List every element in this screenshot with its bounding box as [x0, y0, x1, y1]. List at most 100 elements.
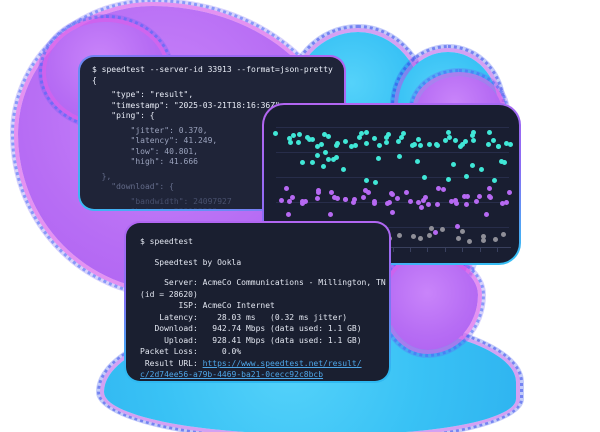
- scatter-dot: [470, 137, 476, 143]
- terminal-line: Server: AcmeCo Communications - Millingt…: [140, 278, 386, 287]
- scatter-dot: [326, 156, 332, 162]
- scatter-dot: [323, 150, 329, 156]
- terminal-window-speedtest-result: $ speedtest Speedtest by Ookla Server: A…: [124, 221, 391, 383]
- scatter-dot: [421, 175, 427, 181]
- chart-gridline: [276, 202, 509, 203]
- scatter-dot: [340, 167, 346, 173]
- scatter-dot: [299, 159, 305, 165]
- scatter-dot: [418, 235, 423, 241]
- terminal-result-lines: $ speedtest Speedtest by Ookla Server: A…: [140, 236, 386, 381]
- terminal-line: c/2d74ee56-a79b-4469-ba21-0cecc92c8bcb: [140, 369, 375, 381]
- scatter-dot: [389, 210, 395, 216]
- scatter-dot: [416, 137, 422, 143]
- terminal-line: "timestamp": "2025-03-21T18:16:36Z",: [92, 100, 285, 110]
- scatter-dot: [290, 133, 296, 139]
- scatter-dot: [383, 139, 389, 145]
- scatter-dot: [486, 130, 492, 136]
- scatter-dot: [334, 195, 340, 201]
- chart-axis: [282, 247, 511, 248]
- scatter-dot: [470, 133, 476, 139]
- scatter-dot: [399, 134, 405, 140]
- scatter-dot: [379, 225, 385, 231]
- scatter-dot: [333, 142, 339, 148]
- scatter-dot: [299, 198, 305, 204]
- scatter-dot: [467, 238, 473, 244]
- scatter-dot: [375, 155, 381, 161]
- terminal-line: "type": "result",: [92, 90, 194, 99]
- scatter-dot: [352, 142, 358, 148]
- scatter-dot: [342, 196, 348, 202]
- terminal-line: "download": {: [92, 182, 174, 191]
- scatter-dot: [498, 159, 504, 165]
- scatter-dot: [412, 141, 418, 147]
- scatter-dot: [286, 227, 292, 233]
- terminal-line: [140, 268, 375, 277]
- scatter-dot: [297, 132, 303, 138]
- terminal-line: "jitter": 0.370,: [92, 125, 208, 135]
- scatter-dot: [506, 190, 512, 196]
- scatter-dot: [461, 193, 467, 199]
- scatter-dot: [434, 201, 440, 207]
- terminal-json-lines: $ speedtest --server-id 33913 --format=j…: [92, 65, 333, 209]
- scatter-dot: [372, 200, 378, 206]
- scatter-dot: [469, 163, 475, 169]
- terminal-line: Packet Loss: 0.0%: [140, 347, 242, 356]
- terminal-line: Upload: 928.41 Mbps (data used: 1.1 GB): [140, 335, 362, 345]
- scatter-dot: [351, 230, 357, 236]
- scatter-dot: [320, 163, 326, 169]
- scatter-dot: [284, 186, 290, 192]
- terminal-line: Result URL: https://www.speedtest.net/re…: [140, 358, 375, 370]
- terminal-line: [140, 248, 375, 257]
- scatter-dot: [483, 212, 489, 218]
- scatter-dot: [386, 131, 392, 137]
- terminal-line: },: [92, 171, 112, 181]
- scatter-dot: [455, 236, 461, 242]
- command-line: $ speedtest --server-id 33913 --format=j…: [92, 65, 333, 74]
- terminal-line: "bytes": 239152592: [92, 207, 332, 209]
- command-line: $ speedtest: [140, 237, 193, 246]
- scatter-dot: [332, 195, 338, 200]
- scatter-dot: [314, 143, 320, 149]
- scatter-dot: [415, 158, 421, 164]
- chart-gridline: [276, 127, 509, 128]
- scatter-dot: [363, 130, 369, 136]
- chart-axis-tick: [392, 248, 394, 252]
- result-url-link[interactable]: c/2d74ee56-a79b-4469-ba21-0cecc92c8bcb: [140, 370, 324, 379]
- scatter-dot: [387, 236, 393, 242]
- terminal-line: "bandwidth": 24097927: [92, 196, 232, 206]
- scatter-dot: [333, 155, 339, 161]
- scatter-dot: [377, 143, 383, 149]
- scatter-dot: [504, 141, 510, 147]
- scatter-dot: [452, 197, 458, 203]
- scatter-dot: [407, 198, 413, 204]
- scatter-dot: [445, 130, 451, 136]
- scatter-dot: [384, 134, 390, 140]
- scatter-dot: [363, 231, 369, 237]
- scatter-dot: [464, 194, 470, 200]
- scatter-dot: [492, 236, 498, 242]
- terminal-line: {: [92, 75, 97, 85]
- scatter-dot: [454, 224, 460, 230]
- scatter-dot: [321, 225, 327, 231]
- scatter-dot: [285, 212, 291, 218]
- scatter-dot: [343, 138, 349, 144]
- scatter-dot: [351, 200, 357, 206]
- scatter-dot: [365, 189, 371, 195]
- scatter-dot: [359, 130, 365, 136]
- scatter-dot: [434, 143, 440, 149]
- scatter-dot: [432, 229, 438, 235]
- result-url-label: Result URL:: [140, 358, 203, 368]
- scatter-dot: [394, 196, 400, 202]
- terminal-line: ISP: AcmeCo Internet: [140, 301, 275, 310]
- scatter-dot: [390, 191, 396, 197]
- terminal-line: Speedtest by Ookla: [140, 257, 242, 267]
- result-url-link[interactable]: https://www.speedtest.net/result/: [202, 358, 362, 368]
- scatter-dot: [324, 222, 330, 228]
- scatter-dot: [315, 190, 321, 196]
- scatter-dot: [363, 178, 369, 184]
- scatter-dot: [420, 198, 426, 204]
- scatter-dot: [480, 238, 486, 244]
- scatter-dot: [429, 226, 435, 232]
- scatter-dot: [477, 194, 483, 200]
- scatter-dot: [485, 141, 491, 147]
